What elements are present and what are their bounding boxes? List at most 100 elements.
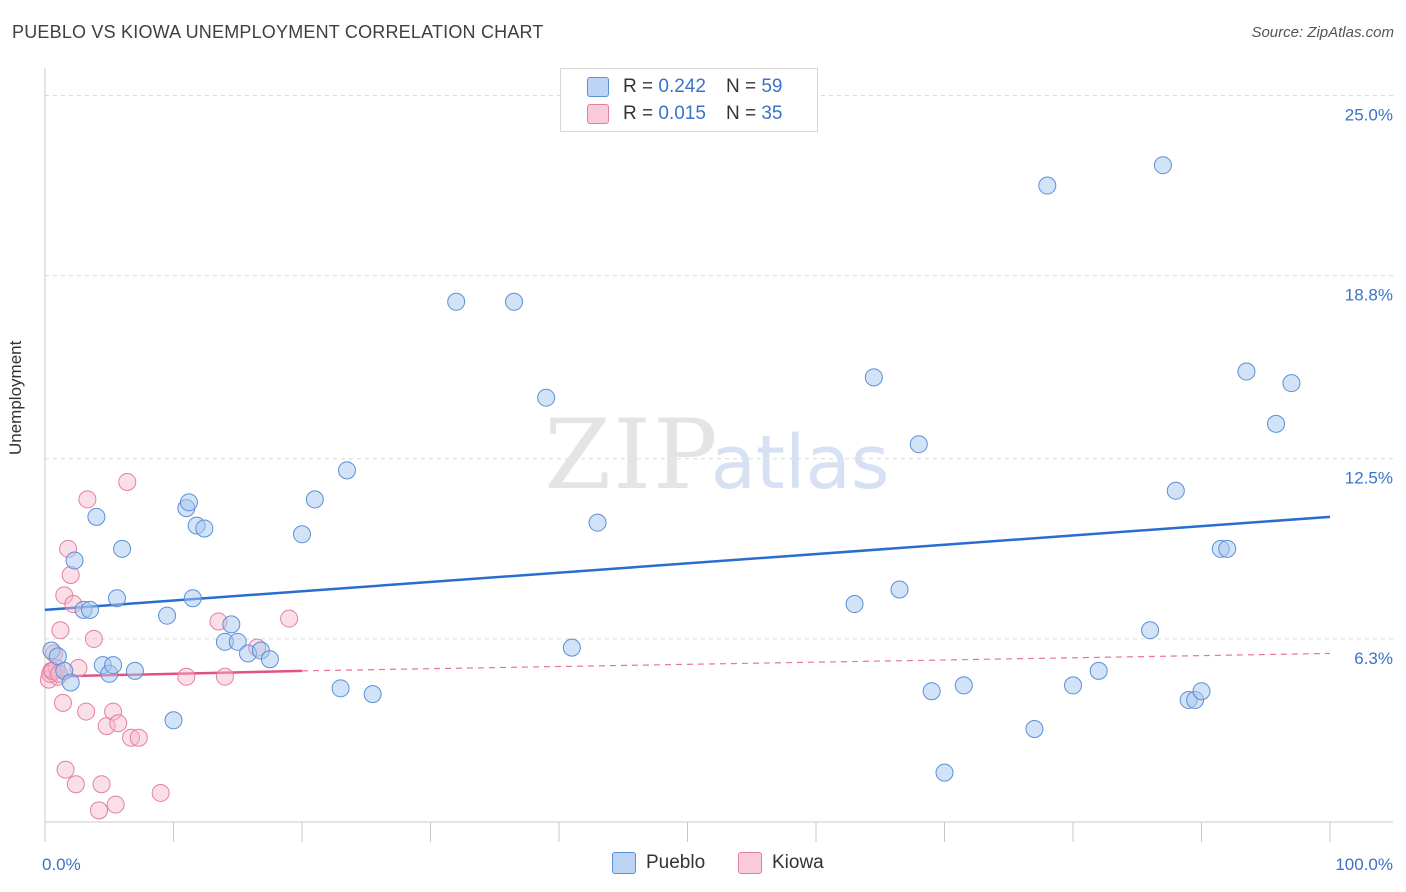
- kiowa-point: [129, 728, 148, 747]
- y-axis-label: Unemployment: [6, 340, 25, 455]
- kiowa-trend-line: [44, 669, 303, 678]
- bottom-swatch-pueblo: [612, 852, 636, 874]
- legend-n-label: N =: [725, 76, 757, 97]
- pueblo-point: [1218, 539, 1237, 558]
- legend-r-value: 0.015: [658, 103, 706, 124]
- pueblo-point: [1064, 676, 1082, 695]
- bottom-legend-label: Kiowa: [772, 852, 824, 873]
- pueblo-point: [87, 507, 106, 526]
- legend-n-value: 35: [761, 103, 783, 124]
- kiowa-point: [106, 795, 125, 814]
- pueblo-point: [337, 461, 356, 480]
- kiowa-point: [66, 775, 85, 794]
- kiowa-point: [151, 783, 170, 802]
- kiowa-point: [280, 609, 299, 628]
- trend-lines: [44, 515, 1331, 678]
- pueblo-point: [935, 763, 954, 782]
- pueblo-point: [61, 673, 80, 692]
- pueblo-point: [1025, 720, 1044, 738]
- legend-r-label: R =: [623, 103, 654, 124]
- grid: [45, 94, 1393, 640]
- pueblo-point: [125, 661, 144, 680]
- kiowa-point: [77, 702, 96, 721]
- legend-row-pueblo: R = 0.242 N = 59: [587, 74, 782, 100]
- pueblo-point: [164, 711, 183, 730]
- pueblo-point: [1192, 682, 1211, 701]
- kiowa-point: [109, 714, 128, 733]
- pueblo-trend-line: [44, 515, 1331, 612]
- legend-row-kiowa: R = 0.015 N = 35: [587, 101, 782, 127]
- pueblo-point: [104, 656, 123, 675]
- y-tick-label: 18.8%: [1345, 286, 1393, 305]
- axes: [44, 68, 1393, 842]
- legend-swatch-pueblo: [587, 77, 609, 97]
- legend-r-label: R =: [623, 76, 654, 97]
- scatter-points: [39, 156, 1301, 820]
- pueblo-point: [158, 606, 177, 625]
- source-label: Source: ZipAtlas.com: [1251, 24, 1394, 41]
- pueblo-point: [1141, 621, 1160, 640]
- pueblo-point: [113, 539, 132, 558]
- pueblo-point: [954, 676, 973, 695]
- pueblo-point: [183, 589, 202, 608]
- kiowa-point: [51, 621, 70, 640]
- legend-r-value: 0.242: [658, 76, 706, 97]
- legend: R = 0.242 N = 59 R = 0.015 N = 35: [560, 68, 818, 132]
- kiowa-point: [78, 490, 97, 509]
- pueblo-point: [1282, 374, 1301, 393]
- pueblo-point: [1166, 481, 1185, 500]
- kiowa-point: [84, 629, 103, 648]
- pueblo-point: [1089, 661, 1108, 680]
- legend-swatch-kiowa: [587, 104, 609, 124]
- x-tick-label: 100.0%: [1335, 855, 1393, 874]
- bottom-legend-label: Pueblo: [646, 852, 706, 873]
- kiowa-point: [56, 760, 75, 779]
- pueblo-point: [228, 632, 247, 651]
- pueblo-point: [447, 292, 466, 311]
- pueblo-point: [305, 490, 324, 509]
- pueblo-point: [562, 638, 581, 657]
- pueblo-point: [363, 685, 382, 704]
- x-tick-label: 0.0%: [42, 855, 81, 874]
- chart-title: PUEBLO VS KIOWA UNEMPLOYMENT CORRELATION…: [12, 22, 544, 42]
- pueblo-point: [107, 589, 126, 608]
- kiowa-point: [122, 728, 141, 747]
- pueblo-point: [537, 388, 556, 407]
- tick-labels: 6.3% 12.5% 18.8% 25.0% 0.0% 100.0%: [42, 105, 1393, 874]
- pueblo-point: [1038, 176, 1057, 195]
- pueblo-point: [922, 682, 941, 701]
- legend-n-label: N =: [725, 103, 757, 124]
- pueblo-point: [65, 551, 84, 570]
- pueblo-point: [1267, 414, 1286, 433]
- pueblo-point: [588, 513, 607, 532]
- pueblo-point: [222, 615, 241, 634]
- pueblo-point: [845, 595, 864, 614]
- bottom-legend-pueblo: Pueblo: [612, 852, 705, 874]
- pueblo-point: [890, 580, 909, 599]
- pueblo-point: [260, 650, 279, 669]
- kiowa-point: [53, 693, 72, 712]
- watermark-zip: ZIP: [544, 399, 719, 511]
- pueblo-point: [195, 519, 214, 538]
- watermark-atlas: atlas: [711, 420, 890, 506]
- legend-n-value: 59: [761, 76, 783, 97]
- bottom-legend-kiowa: Kiowa: [738, 852, 824, 874]
- y-tick-label: 6.3%: [1354, 649, 1393, 668]
- pueblo-point: [864, 368, 883, 387]
- kiowa-point: [104, 702, 123, 721]
- y-tick-label: 12.5%: [1345, 469, 1393, 488]
- pueblo-point: [80, 600, 99, 619]
- pueblo-point: [179, 493, 198, 512]
- kiowa-point: [89, 801, 108, 820]
- kiowa-point: [215, 667, 234, 686]
- pueblo-point: [909, 435, 928, 454]
- kiowa-point: [177, 667, 196, 686]
- watermark: ZIP atlas: [544, 399, 889, 511]
- bottom-swatch-kiowa: [738, 852, 762, 874]
- kiowa-point: [118, 472, 137, 491]
- kiowa-point: [92, 775, 111, 794]
- pueblo-point: [293, 525, 311, 544]
- pueblo-point: [331, 679, 350, 698]
- pueblo-point: [1153, 156, 1172, 175]
